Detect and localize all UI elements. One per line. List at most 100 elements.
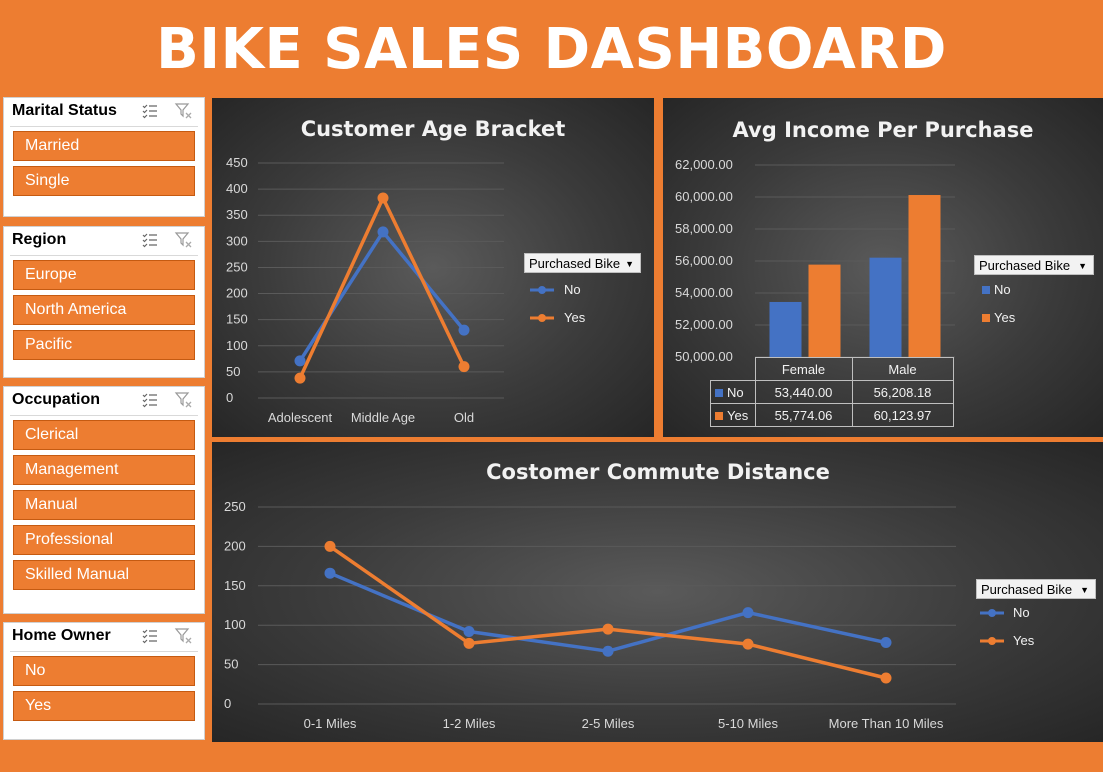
bar-yes xyxy=(808,264,841,357)
x-tick-label: Old xyxy=(454,410,474,425)
slicer-item-married[interactable]: Married xyxy=(13,131,195,161)
legend-swatch-yes xyxy=(982,314,990,322)
legend-no: No xyxy=(564,282,581,297)
commute-distance-chart: Costomer Commute Distance 0 50 100 150 200 25… xyxy=(224,460,956,731)
x-tick-label: 1-2 Miles xyxy=(443,716,496,731)
legend-marker-no xyxy=(988,609,996,617)
slicer-item-europe[interactable]: Europe xyxy=(13,260,195,290)
legend-swatches xyxy=(980,609,1004,645)
income-data-table: Female Male No 53,440.00 56,208.18 Yes 5… xyxy=(710,357,954,427)
y-tick-label: 58,000.00 xyxy=(675,221,733,236)
y-tick-label: 450 xyxy=(226,155,248,170)
age-bracket-chart: Customer Age Bracket 0 50 100 150 200 250 300 3… xyxy=(226,117,566,425)
table-cell: 56,208.18 xyxy=(851,380,954,404)
data-point xyxy=(294,372,306,384)
data-point xyxy=(742,607,754,619)
y-tick-label: 250 xyxy=(226,259,248,274)
y-tick-label: 200 xyxy=(224,538,246,553)
purchased-bike-filter-button[interactable]: Purchased Bike ▼ xyxy=(524,253,641,273)
x-tick-label: 5-10 Miles xyxy=(718,716,778,731)
slicer-title: Home Owner xyxy=(12,627,111,644)
avg-income-chart: Avg Income Per Purchase 50,000.00 52,000.… xyxy=(675,118,1034,364)
table-row-label-no: No xyxy=(710,380,756,404)
filter-label: Purchased Bike xyxy=(979,258,1071,273)
bar-no xyxy=(869,257,902,357)
legend-no: No xyxy=(994,282,1011,297)
slicer-title: Region xyxy=(12,231,67,248)
data-point xyxy=(602,645,614,657)
data-point xyxy=(602,623,614,635)
purchased-bike-filter-button[interactable]: Purchased Bike ▼ xyxy=(974,255,1094,275)
slicer-region: Region Europe North America Pacific xyxy=(3,226,205,378)
chart-title: Customer Age Bracket xyxy=(301,117,566,141)
slicer-item-clerical[interactable]: Clerical xyxy=(13,420,195,450)
y-tick-label: 62,000.00 xyxy=(675,157,733,172)
data-point xyxy=(742,638,754,650)
age-bracket-chart-panel: Customer Age Bracket 0 50 100 150 200 250 300 3… xyxy=(212,98,654,437)
x-tick-label: Adolescent xyxy=(268,410,333,425)
y-tick-label: 100 xyxy=(224,617,246,632)
legend-no: No xyxy=(1013,605,1030,620)
slicer-item-pacific[interactable]: Pacific xyxy=(13,330,195,360)
dashboard-title: BIKE SALES DASHBOARD xyxy=(156,17,947,82)
table-header-male: Male xyxy=(851,357,954,381)
bar-no xyxy=(769,301,802,357)
slicer-header: Home Owner xyxy=(10,623,198,652)
legend-yes: Yes xyxy=(1013,633,1035,648)
slicer-item-yes[interactable]: Yes xyxy=(13,691,195,721)
chart-title: Costomer Commute Distance xyxy=(486,460,830,484)
multi-select-icon[interactable] xyxy=(142,392,158,408)
table-row-label-yes: Yes xyxy=(710,403,756,427)
slicer-item-management[interactable]: Management xyxy=(13,455,195,485)
clear-filter-icon[interactable] xyxy=(174,627,192,645)
slicer-title: Marital Status xyxy=(12,102,117,119)
legend-swatches xyxy=(530,286,554,322)
data-point xyxy=(377,226,389,238)
y-tick-label: 200 xyxy=(226,286,248,301)
slicer-occupation: Occupation Clerical Management Manual Pr… xyxy=(3,386,205,614)
table-header-female: Female xyxy=(754,357,853,381)
slicer-item-skilled-manual[interactable]: Skilled Manual xyxy=(13,560,195,590)
slicer-item-no[interactable]: No xyxy=(13,656,195,686)
chart-title: Avg Income Per Purchase xyxy=(733,118,1034,142)
data-point xyxy=(324,540,336,552)
y-tick-label: 52,000.00 xyxy=(675,317,733,332)
series-line-no xyxy=(329,571,887,653)
clear-filter-icon[interactable] xyxy=(174,391,192,409)
slicer-marital-status: Marital Status Married Single xyxy=(3,97,205,217)
multi-select-icon[interactable] xyxy=(142,628,158,644)
legend-marker-yes xyxy=(988,637,996,645)
data-point xyxy=(463,626,475,638)
clear-filter-icon[interactable] xyxy=(174,231,192,249)
filter-label: Purchased Bike xyxy=(981,582,1073,597)
legend-swatch-yes xyxy=(715,412,723,421)
legend-marker-no xyxy=(538,286,546,294)
data-point xyxy=(458,324,470,336)
x-tick-label: Middle Age xyxy=(351,410,415,425)
y-tick-label: 54,000.00 xyxy=(675,285,733,300)
multi-select-icon[interactable] xyxy=(142,232,158,248)
data-point xyxy=(458,361,470,373)
y-tick-label: 56,000.00 xyxy=(675,253,733,268)
legend-yes: Yes xyxy=(994,310,1016,325)
purchased-bike-filter-button[interactable]: Purchased Bike ▼ xyxy=(976,579,1096,599)
y-tick-label: 100 xyxy=(226,338,248,353)
multi-select-icon[interactable] xyxy=(142,103,158,119)
slicer-item-manual[interactable]: Manual xyxy=(13,490,195,520)
clear-filter-icon[interactable] xyxy=(174,102,192,120)
y-tick-label: 350 xyxy=(226,207,248,222)
data-point xyxy=(463,637,475,649)
slicer-title: Occupation xyxy=(12,391,101,408)
table-cell: 60,123.97 xyxy=(851,403,954,427)
y-tick-label: 0 xyxy=(224,696,231,711)
slicer-item-single[interactable]: Single xyxy=(13,166,195,196)
y-tick-label: 400 xyxy=(226,181,248,196)
slicer-header: Occupation xyxy=(10,387,198,416)
data-point xyxy=(880,672,892,684)
slicer-header: Marital Status xyxy=(10,98,198,127)
slicer-item-north-america[interactable]: North America xyxy=(13,295,195,325)
filter-label: Purchased Bike xyxy=(529,256,621,271)
commute-distance-chart-panel: Costomer Commute Distance 0 50 100 150 200 25… xyxy=(212,442,1103,742)
table-cell: 53,440.00 xyxy=(754,380,853,404)
slicer-item-professional[interactable]: Professional xyxy=(13,525,195,555)
